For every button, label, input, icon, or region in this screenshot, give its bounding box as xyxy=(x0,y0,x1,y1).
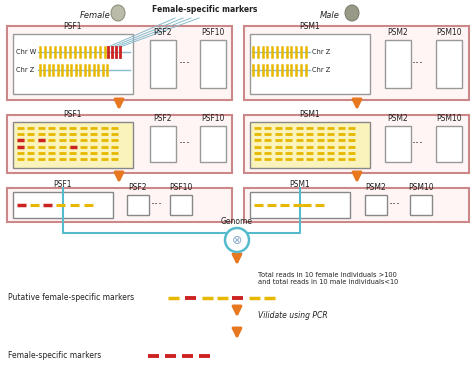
Ellipse shape xyxy=(345,5,359,21)
Text: Chr W: Chr W xyxy=(16,49,36,55)
Bar xyxy=(436,40,462,88)
Ellipse shape xyxy=(111,5,125,21)
Text: PSF1: PSF1 xyxy=(54,180,72,189)
Text: Female-specific markers: Female-specific markers xyxy=(152,6,258,15)
Text: PSM2: PSM2 xyxy=(388,114,409,123)
Text: ···: ··· xyxy=(412,138,424,150)
Bar xyxy=(250,122,370,168)
Text: PSM1: PSM1 xyxy=(290,180,310,189)
Bar xyxy=(7,115,232,173)
Text: PSF2: PSF2 xyxy=(154,28,172,37)
Text: PSM10: PSM10 xyxy=(436,28,462,37)
Bar xyxy=(244,115,469,173)
Bar xyxy=(365,195,387,215)
Bar xyxy=(150,40,176,88)
Text: Female-specific markers: Female-specific markers xyxy=(8,351,101,360)
Bar xyxy=(244,188,469,222)
Text: Genome: Genome xyxy=(221,217,253,226)
Text: Total reads in 10 female individuals >100
and total reads in 10 male individuals: Total reads in 10 female individuals >10… xyxy=(258,272,398,285)
Text: PSM1: PSM1 xyxy=(300,22,320,31)
Text: ···: ··· xyxy=(179,138,191,150)
Bar xyxy=(200,126,226,162)
Text: Putative female-specific markers: Putative female-specific markers xyxy=(8,294,134,303)
Text: Chr Z: Chr Z xyxy=(312,49,330,55)
Text: ⊗: ⊗ xyxy=(232,233,242,247)
Bar xyxy=(13,192,113,218)
Text: Chr Z: Chr Z xyxy=(16,67,34,73)
Text: PSF10: PSF10 xyxy=(201,28,225,37)
Bar xyxy=(250,34,370,94)
Text: PSM10: PSM10 xyxy=(408,183,434,192)
Text: PSM10: PSM10 xyxy=(436,114,462,123)
Bar xyxy=(13,34,133,94)
Bar xyxy=(170,195,192,215)
Text: Chr Z: Chr Z xyxy=(312,67,330,73)
Bar xyxy=(150,126,176,162)
Bar xyxy=(127,195,149,215)
Bar xyxy=(7,188,232,222)
Text: PSM2: PSM2 xyxy=(388,28,409,37)
Bar xyxy=(250,192,350,218)
Text: Vilidate using PCR: Vilidate using PCR xyxy=(258,311,328,320)
Bar xyxy=(7,26,232,100)
Text: PSF2: PSF2 xyxy=(154,114,172,123)
Bar xyxy=(436,126,462,162)
Bar xyxy=(410,195,432,215)
Bar xyxy=(385,126,411,162)
Text: PSF10: PSF10 xyxy=(201,114,225,123)
Text: ···: ··· xyxy=(412,57,424,70)
Circle shape xyxy=(225,228,249,252)
Text: ···: ··· xyxy=(151,198,163,211)
Text: PSM1: PSM1 xyxy=(300,110,320,119)
Text: ···: ··· xyxy=(389,198,401,211)
Text: PSF1: PSF1 xyxy=(64,110,82,119)
Bar xyxy=(244,26,469,100)
Bar xyxy=(13,122,133,168)
Text: ···: ··· xyxy=(179,57,191,70)
Text: Female: Female xyxy=(80,10,110,19)
Text: PSF10: PSF10 xyxy=(169,183,193,192)
Bar xyxy=(200,40,226,88)
Text: PSM2: PSM2 xyxy=(365,183,386,192)
Text: Male: Male xyxy=(320,10,340,19)
Text: PSF1: PSF1 xyxy=(64,22,82,31)
Bar xyxy=(385,40,411,88)
Text: PSF2: PSF2 xyxy=(129,183,147,192)
